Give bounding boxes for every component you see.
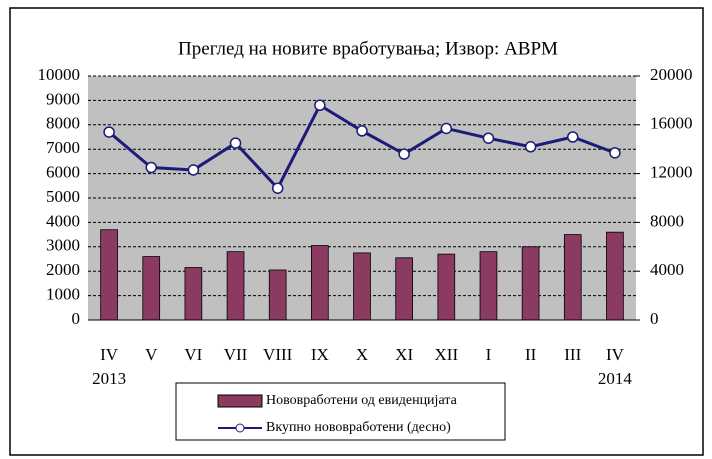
- bar: [479, 251, 498, 321]
- x-tick-label: III: [564, 345, 581, 364]
- x-tick-label: X: [356, 345, 368, 364]
- x-tick-label: VIII: [263, 345, 293, 364]
- y-tick-label: 1000: [46, 285, 80, 304]
- legend-label: Вкупно нововработени (десно): [266, 420, 451, 435]
- y-tick-label: 8000: [46, 114, 80, 133]
- year-label: 2014: [598, 369, 633, 388]
- x-tick-label: II: [525, 345, 537, 364]
- point: [482, 132, 495, 144]
- x-tick-label: XI: [395, 345, 413, 364]
- point: [271, 182, 284, 194]
- point: [609, 147, 621, 159]
- x-tick-label: V: [145, 345, 158, 364]
- y2-tick-label: 16000: [650, 114, 693, 133]
- y-tick-label: 4000: [46, 211, 80, 230]
- bar: [311, 245, 329, 321]
- y-tick-label: 7000: [46, 138, 80, 157]
- x-tick-label: VI: [184, 345, 202, 364]
- point: [524, 141, 537, 153]
- bar: [100, 229, 118, 321]
- bar: [521, 246, 540, 321]
- bar: [184, 267, 203, 321]
- y-tick-label: 10000: [38, 65, 81, 84]
- point: [314, 99, 326, 112]
- legend-box: [175, 382, 506, 441]
- bar: [226, 251, 245, 321]
- point: [398, 148, 410, 160]
- x-tick-label: XII: [435, 345, 459, 364]
- x-tick-label: IX: [311, 345, 329, 364]
- legend-swatch: [235, 423, 245, 433]
- point: [567, 131, 579, 143]
- point: [229, 137, 242, 149]
- x-tick-label: IV: [606, 345, 625, 364]
- x-tick-label: VII: [224, 345, 248, 364]
- legend-swatch: [217, 394, 263, 408]
- bar: [606, 231, 624, 321]
- bar: [437, 253, 456, 321]
- point: [440, 122, 453, 135]
- chart-title: Преглед на новите вработувања; Извор: АВ…: [178, 38, 558, 59]
- y2-tick-label: 8000: [650, 211, 684, 230]
- y-tick-label: 9000: [46, 89, 80, 108]
- point: [187, 164, 200, 176]
- x-tick-label: IV: [100, 345, 119, 364]
- bar: [395, 257, 413, 321]
- y-tick-label: 5000: [46, 187, 80, 206]
- y2-tick-label: 20000: [650, 65, 693, 84]
- y2-tick-label: 12000: [650, 163, 693, 182]
- bar: [268, 269, 287, 321]
- legend-label: Нововработени од евиденцијата: [266, 393, 458, 408]
- bar: [142, 256, 161, 321]
- x-tick-label: I: [486, 345, 492, 364]
- point: [103, 126, 115, 138]
- y2-tick-label: 0: [650, 309, 659, 328]
- y-tick-label: 3000: [46, 236, 80, 255]
- bar: [563, 234, 582, 321]
- year-label: 2013: [92, 369, 126, 388]
- y2-tick-label: 4000: [650, 260, 684, 279]
- y-tick-label: 6000: [46, 163, 80, 182]
- bar: [353, 252, 371, 321]
- y-tick-label: 2000: [46, 260, 80, 279]
- point: [145, 161, 157, 174]
- y-tick-label: 0: [72, 309, 81, 328]
- point: [356, 125, 368, 137]
